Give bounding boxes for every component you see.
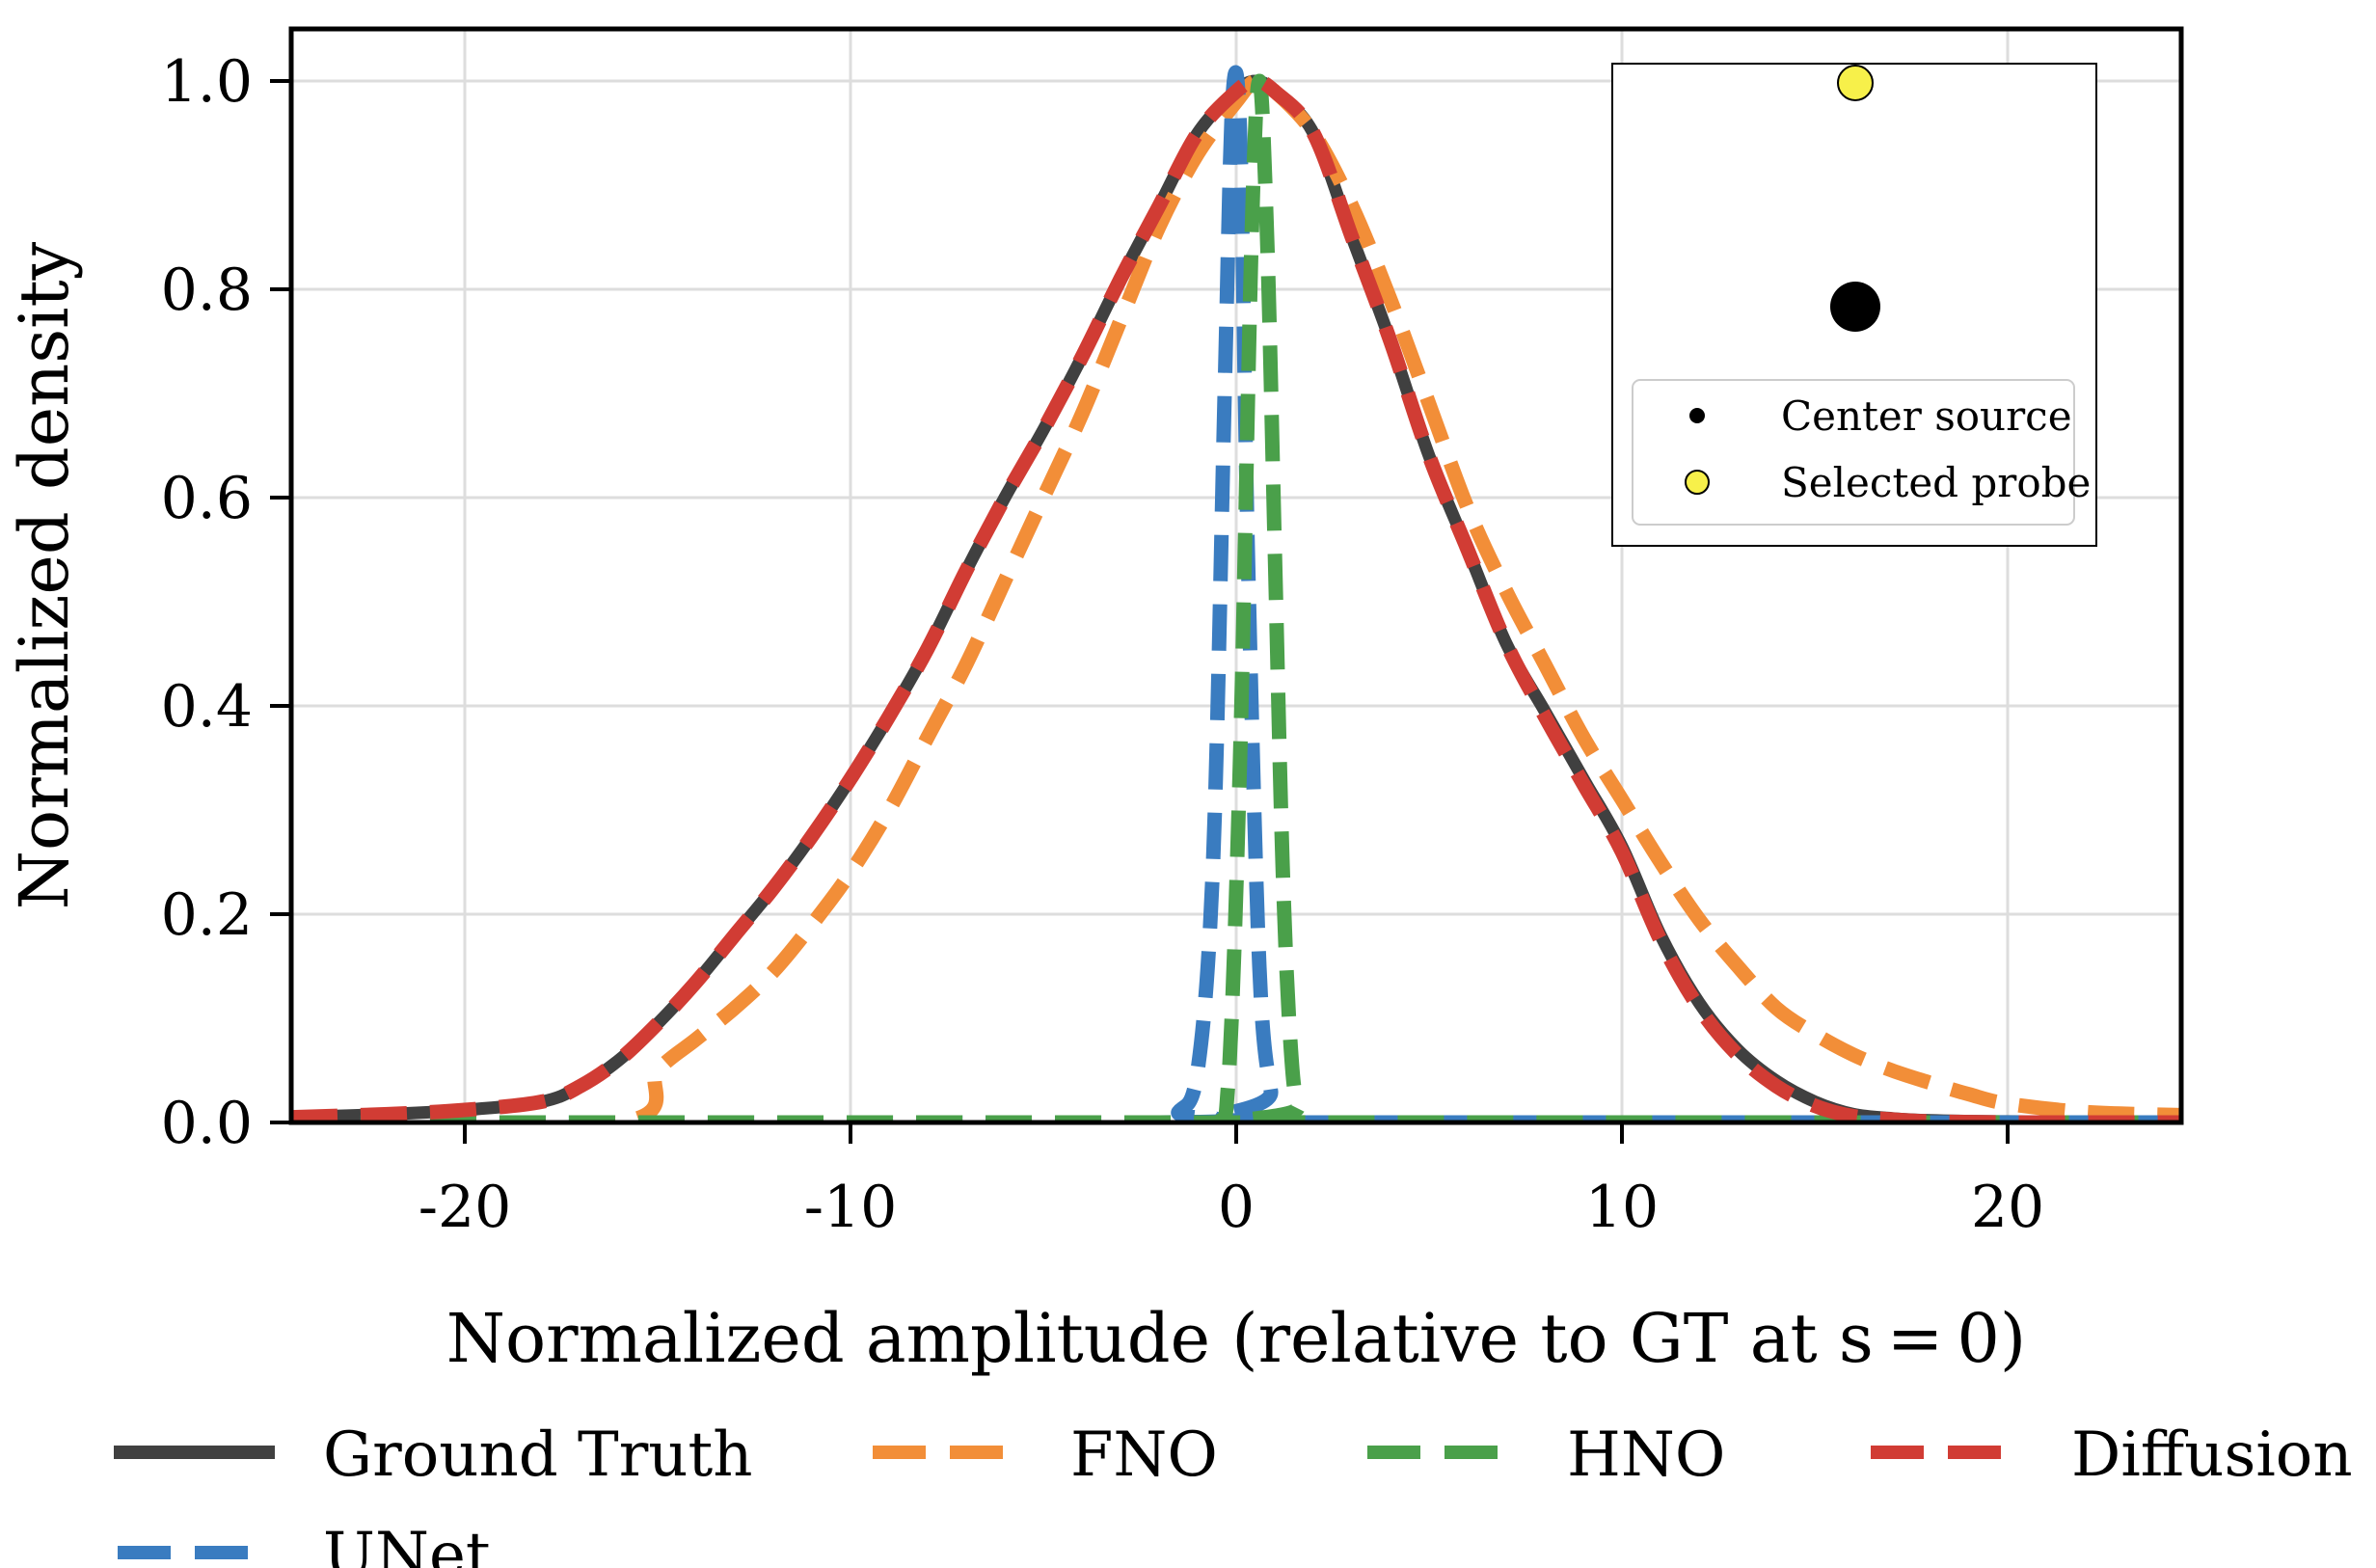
inset-legend-box (1632, 379, 2075, 526)
center-source-point (1830, 282, 1880, 332)
legend-item-ground-truth: Ground Truth (114, 1419, 752, 1491)
y-tick-label: 1.0 (161, 48, 253, 116)
tick-labels: -20 -10 0 10 20 0.0 0.2 0.4 0.6 0.8 1.0 (161, 48, 2045, 1241)
x-tick-label: 20 (1971, 1174, 2044, 1241)
selected-probe-point (1837, 65, 1874, 101)
inset-legend: Center source Selected probe (1632, 379, 2091, 526)
y-tick-label: 0.6 (161, 465, 253, 532)
legend-label: HNO (1567, 1419, 1725, 1491)
x-tick-label: -10 (804, 1174, 898, 1241)
series-lines (291, 65, 2181, 1122)
legend-item-hno: HNO (1367, 1419, 1725, 1491)
legend-item-diffusion: Diffusion (1871, 1419, 2353, 1491)
x-axis-title: Normalized amplitude (relative to GT at … (446, 1299, 2026, 1378)
legend-item-unet: UNet (118, 1520, 491, 1568)
y-tick-label: 0.8 (161, 257, 253, 324)
selected-probe-marker (1685, 470, 1710, 495)
legend: Ground Truth FNO HNO Diffusion UNet (114, 1419, 2353, 1568)
inset-legend-label: Selected probe (1781, 459, 2091, 506)
x-tick-label: -20 (418, 1174, 512, 1241)
inset-panel: Center source Selected probe (1611, 63, 2097, 547)
y-tick-label: 0.0 (161, 1090, 253, 1157)
legend-label: UNet (323, 1520, 491, 1568)
x-tick-label: 0 (1218, 1174, 1255, 1241)
y-tick-label: 0.2 (161, 881, 253, 949)
y-tick-label: 0.4 (161, 673, 253, 741)
y-axis-title: Normalized density (5, 241, 84, 909)
legend-label: Ground Truth (323, 1419, 752, 1491)
series-line-diffusion (291, 73, 2181, 1122)
legend-label: Diffusion (2071, 1419, 2353, 1491)
x-tick-label: 10 (1585, 1174, 1659, 1241)
center-source-marker (1689, 408, 1705, 423)
series-line-hno (291, 73, 2181, 1122)
inset-legend-label: Center source (1781, 392, 2072, 440)
legend-item-fno: FNO (873, 1419, 1218, 1491)
legend-label: FNO (1070, 1419, 1218, 1491)
